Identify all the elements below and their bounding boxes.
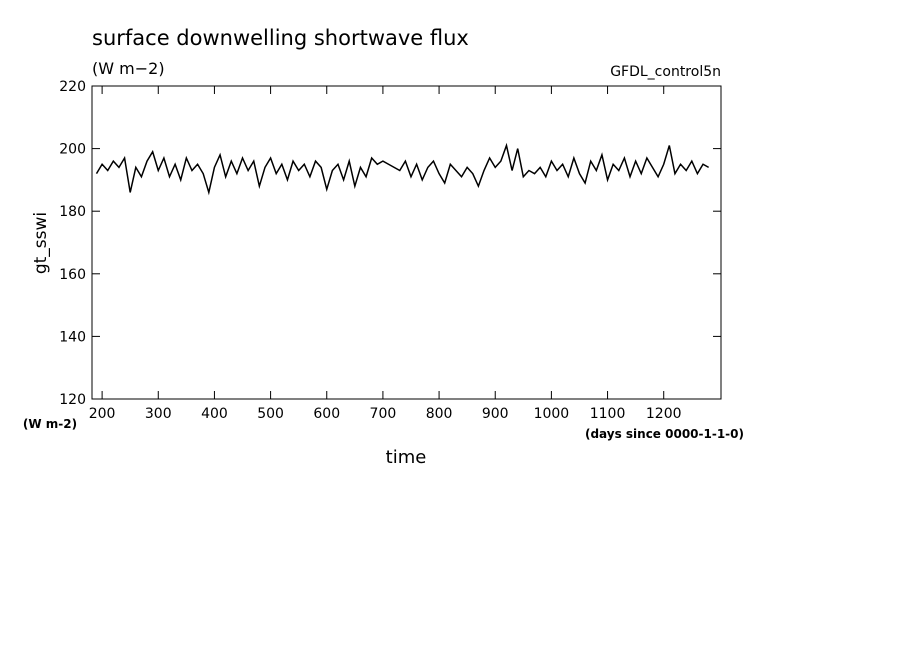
y-tick-label: 200: [59, 142, 86, 158]
x-axis-label: time: [386, 447, 427, 468]
x-tick-label: 200: [89, 406, 116, 422]
x-units: (days since 0000-1-1-0): [585, 427, 744, 441]
x-tick-label: 700: [370, 406, 397, 422]
y-tick-label: 120: [59, 392, 86, 408]
chart-title: surface downwelling shortwave flux: [92, 26, 469, 50]
plot-frame: [91, 85, 722, 400]
x-tick-label: 1000: [534, 406, 570, 422]
x-tick-label: 500: [257, 406, 284, 422]
x-tick-label: 400: [201, 406, 228, 422]
x-tick-label: 300: [145, 406, 172, 422]
x-tick-label: 800: [426, 406, 453, 422]
y-units: (W m-2): [23, 417, 77, 431]
x-tick-label: 1100: [590, 406, 626, 422]
x-tick-label: 600: [313, 406, 340, 422]
annotation: GFDL_control5n: [610, 64, 721, 80]
y-tick-label: 160: [59, 267, 86, 283]
x-tick-label: 900: [482, 406, 509, 422]
y-tick-label: 180: [59, 204, 86, 220]
y-axis-label: gt_sswi: [31, 212, 51, 274]
x-tick-label: 1200: [646, 406, 682, 422]
y-tick-label: 220: [59, 79, 86, 95]
data-line: [95, 142, 710, 196]
chart-subtitle: (W m−2): [92, 59, 165, 78]
y-tick-label: 140: [59, 329, 86, 345]
